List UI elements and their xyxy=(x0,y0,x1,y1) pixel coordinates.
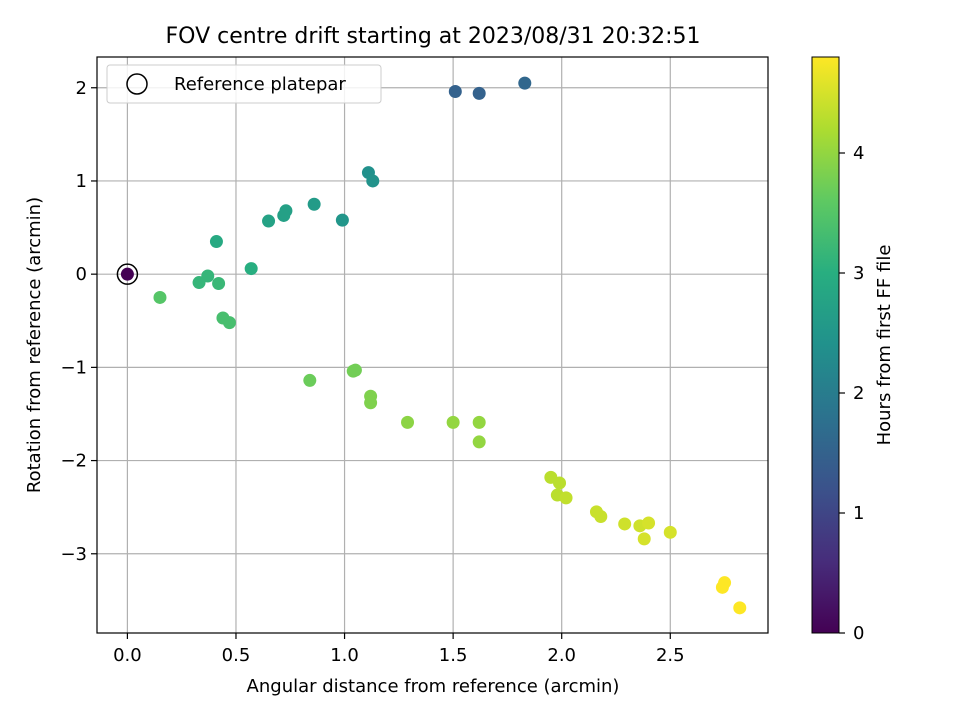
data-point xyxy=(733,601,747,615)
y-tick-label: 0 xyxy=(76,264,87,285)
data-point xyxy=(262,214,276,228)
grid-lines xyxy=(97,57,768,633)
data-points xyxy=(116,76,747,615)
data-point xyxy=(472,415,486,429)
data-point xyxy=(366,174,380,188)
colorbar-tick-label: 0 xyxy=(853,623,864,644)
colorbar-tick-label: 3 xyxy=(853,263,864,284)
data-point xyxy=(222,316,236,330)
data-point xyxy=(401,415,415,429)
x-axis-label: Angular distance from reference (arcmin) xyxy=(247,676,620,697)
data-point xyxy=(303,373,317,387)
data-point xyxy=(618,517,632,531)
data-point xyxy=(244,262,258,276)
colorbar-label: Hours from first FF file xyxy=(874,245,895,446)
plot-frame xyxy=(96,56,769,634)
x-tick-label: 0.5 xyxy=(222,645,251,666)
legend-marker-reference xyxy=(126,73,148,95)
y-tick-label: 1 xyxy=(76,171,87,192)
data-point xyxy=(559,491,573,505)
data-point xyxy=(209,235,223,249)
data-point xyxy=(153,290,167,304)
y-tick-label: 2 xyxy=(76,78,87,99)
data-point xyxy=(277,208,291,222)
legend-label-reference: Reference platepar xyxy=(174,74,346,95)
data-point xyxy=(335,213,349,227)
x-tick-label: 1.0 xyxy=(330,645,359,666)
colorbar-tick-label: 4 xyxy=(853,143,864,164)
colorbar-ticks: 0 1 2 3 4 xyxy=(839,143,864,644)
data-point xyxy=(637,532,651,546)
colorbar-gradient xyxy=(811,56,840,634)
data-point xyxy=(212,276,226,290)
colorbar: 0 1 2 3 4 Hours from first FF file xyxy=(811,56,895,644)
y-tick-label: −3 xyxy=(60,544,87,565)
x-axis-ticks: 0.0 0.5 1.0 1.5 2.0 2.5 xyxy=(113,633,685,666)
y-axis-label: Rotation from reference (arcmin) xyxy=(24,197,45,493)
y-tick-label: −1 xyxy=(60,357,87,378)
data-point xyxy=(663,525,677,539)
x-tick-label: 0.0 xyxy=(113,645,142,666)
data-point xyxy=(553,476,567,490)
y-axis-ticks: −3 −2 −1 0 1 2 xyxy=(60,78,97,565)
data-point xyxy=(364,396,378,410)
reference-platepar-marker xyxy=(116,263,139,285)
data-point xyxy=(192,276,206,290)
data-point xyxy=(472,86,486,100)
data-point xyxy=(472,435,486,449)
chart-title: FOV centre drift starting at 2023/08/31 … xyxy=(166,24,701,49)
x-tick-label: 1.5 xyxy=(439,645,468,666)
data-point xyxy=(120,267,134,281)
colorbar-tick-label: 1 xyxy=(853,503,864,524)
data-point xyxy=(448,84,462,98)
legend-box xyxy=(106,64,382,104)
data-point xyxy=(307,197,321,211)
legend: Reference platepar xyxy=(106,64,382,104)
x-tick-label: 2.5 xyxy=(656,645,685,666)
data-point xyxy=(518,76,532,90)
y-tick-label: −2 xyxy=(60,451,87,472)
data-point xyxy=(446,415,460,429)
x-tick-label: 2.0 xyxy=(547,645,576,666)
data-point xyxy=(348,363,362,377)
colorbar-tick-label: 2 xyxy=(853,383,864,404)
data-point xyxy=(718,576,732,590)
data-point xyxy=(594,509,608,523)
data-point xyxy=(642,516,656,530)
